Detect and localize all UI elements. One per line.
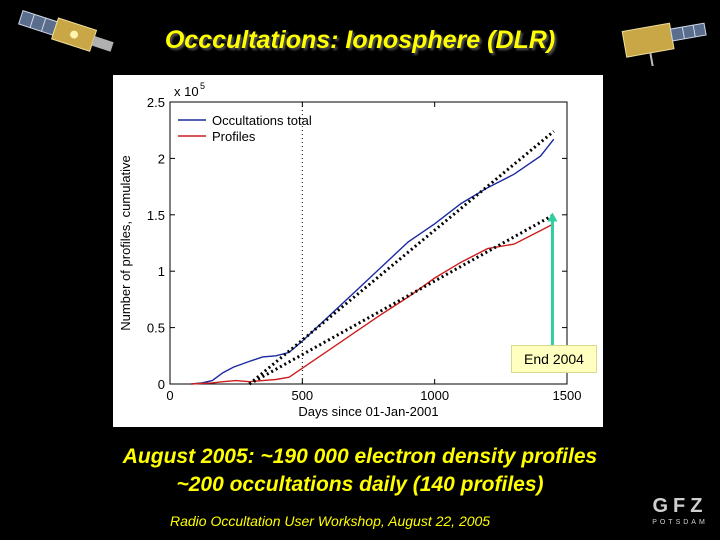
gfz-logo: GFZ POTSDAM (648, 494, 712, 538)
y-tick-label: 1.5 (147, 208, 165, 223)
chart: 0 0.5 1 1.5 2 2.5 0 500 1000 1500 x 10 5 Days since … (118, 81, 582, 419)
y-tick-label: 1 (158, 264, 165, 279)
caption-daily: ~200 occultations daily (140 profiles) (176, 473, 544, 496)
series-line-1 (191, 223, 555, 385)
satellite-right-icon (621, 22, 707, 66)
y-axis-label: Number of profiles, cumulative (118, 155, 133, 331)
y-multiplier-exponent: 5 (200, 81, 205, 91)
caption-profiles: August 2005: ~190 000 electron density p… (122, 445, 598, 468)
y-tick-label: 0.5 (147, 321, 165, 336)
x-tick-label: 1500 (553, 388, 582, 403)
legend-label-0: Occultations total (212, 113, 312, 128)
y-tick-label: 2.5 (147, 95, 165, 110)
satellite-left-icon (18, 10, 114, 52)
y-tick-label: 0 (158, 377, 165, 392)
chart-panel: 0 0.5 1 1.5 2 2.5 0 500 1000 1500 x 10 5 Days since … (113, 75, 603, 427)
arrow-head (547, 212, 558, 222)
series-line-3 (248, 213, 555, 386)
x-tick-label: 0 (166, 388, 173, 403)
series-line-2 (248, 130, 555, 386)
x-tick-label: 1000 (420, 388, 449, 403)
end-2004-label: End 2004 (511, 345, 597, 373)
slide-title: Occcultations: Ionosphere (DLR) (164, 26, 556, 54)
plot-frame (169, 101, 568, 385)
logo-text: GFZ (652, 495, 708, 517)
x-axis-label: Days since 01-Jan-2001 (298, 404, 438, 419)
logo-subtext: POTSDAM (652, 519, 708, 526)
x-tick-label: 500 (291, 388, 313, 403)
y-multiplier-label: x 10 (174, 84, 199, 99)
footer-workshop: Radio Occultation User Workshop, August … (170, 513, 491, 529)
legend-label-1: Profiles (212, 129, 256, 144)
y-tick-label: 2 (158, 151, 165, 166)
